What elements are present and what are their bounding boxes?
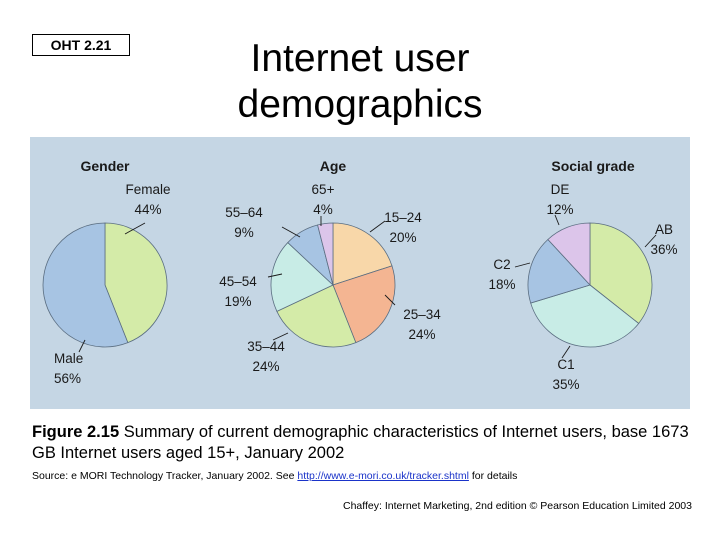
slice-label-ab: AB — [655, 222, 673, 237]
leader-line-female — [124, 222, 146, 235]
source-suffix: for details — [468, 470, 518, 482]
slice-value-35-44: 24% — [252, 359, 279, 374]
slice-value-c1: 35% — [552, 377, 579, 392]
pie-chart-social-grade: Social grade AB 36% C1 35% C2 18% DE 12% — [488, 158, 677, 392]
slice-label-de: DE — [551, 182, 570, 197]
pie-slice-male — [42, 222, 129, 348]
slice-value-55-64: 9% — [234, 225, 254, 240]
leader-line-de — [554, 214, 560, 226]
slice-value-65: 4% — [313, 202, 333, 217]
chart-panel: Gender Female 44% Male 56% Age 15–24 20% 25–34 24… — [30, 137, 690, 409]
slice-value-25-34: 24% — [408, 327, 435, 342]
slide-title: Internet user demographics — [180, 36, 540, 128]
slice-value-45-54: 19% — [224, 294, 251, 309]
slice-label-65: 65+ — [312, 182, 335, 197]
leader-line-ab — [644, 234, 657, 248]
slice-label-female: Female — [125, 182, 170, 197]
slice-label-c1: C1 — [557, 357, 574, 372]
chart-title: Age — [320, 158, 347, 174]
slice-value-15-24: 20% — [389, 230, 416, 245]
leader-line-55-64 — [281, 226, 301, 238]
slice-label-35-44: 35–44 — [247, 339, 285, 354]
source-note: Source: e MORI Technology Tracker, Janua… — [32, 470, 692, 482]
figure-label: Figure 2.15 — [32, 423, 120, 441]
copyright-credit: Chaffey: Internet Marketing, 2nd edition… — [342, 500, 692, 512]
slice-label-male: Male — [54, 351, 83, 366]
title-line-2: demographics — [237, 83, 483, 126]
pie-slice-female — [104, 222, 168, 344]
slice-label-45-54: 45–54 — [219, 274, 257, 289]
leader-line-15-24 — [369, 220, 386, 233]
pie-slice-c1 — [530, 284, 640, 348]
chart-title: Social grade — [551, 158, 634, 174]
pie-slice-65 — [317, 222, 334, 286]
leader-line-male — [78, 339, 86, 353]
pie-slice-45-54 — [270, 241, 334, 312]
pie-chart-age: Age 15–24 20% 25–34 24% 35–44 24% 45–54 19% 55–64… — [219, 158, 441, 374]
leader-line-c2 — [514, 262, 531, 268]
leader-line-c1 — [561, 345, 571, 359]
title-line-1: Internet user — [250, 37, 470, 80]
slice-value-female: 44% — [134, 202, 161, 217]
pie-slice-ab — [589, 222, 653, 325]
slide-badge: OHT 2.21 — [32, 34, 130, 56]
slice-value-male: 56% — [54, 371, 81, 386]
leader-line-35-44 — [272, 332, 289, 341]
slice-label-15-24: 15–24 — [384, 210, 422, 225]
pie-slice-15-24 — [332, 222, 393, 286]
slice-value-ab: 36% — [650, 242, 677, 257]
slice-label-c2: C2 — [493, 257, 510, 272]
source-prefix: Source: e MORI Technology Tracker, Janua… — [32, 470, 298, 482]
pie-charts: Gender Female 44% Male 56% Age 15–24 20% 25–34 24… — [42, 158, 678, 392]
caption-text: Summary of current demographic character… — [32, 423, 689, 462]
figure-caption: Figure 2.15 Summary of current demograph… — [32, 422, 692, 464]
chart-title: Gender — [80, 158, 130, 174]
slice-label-55-64: 55–64 — [225, 205, 263, 220]
pie-slice-c2 — [527, 238, 591, 304]
pie-chart-gender: Gender Female 44% Male 56% — [42, 158, 171, 386]
pie-slice-35-44 — [276, 284, 357, 348]
leader-line-25-34 — [384, 294, 396, 306]
leader-line-45-54 — [267, 273, 283, 278]
pie-slice-de — [547, 222, 591, 287]
slice-value-de: 12% — [546, 202, 573, 217]
slice-value-c2: 18% — [488, 277, 515, 292]
slice-label-25-34: 25–34 — [403, 307, 441, 322]
source-link[interactable]: http://www.e-mori.co.uk/tracker.shtml — [297, 470, 469, 482]
